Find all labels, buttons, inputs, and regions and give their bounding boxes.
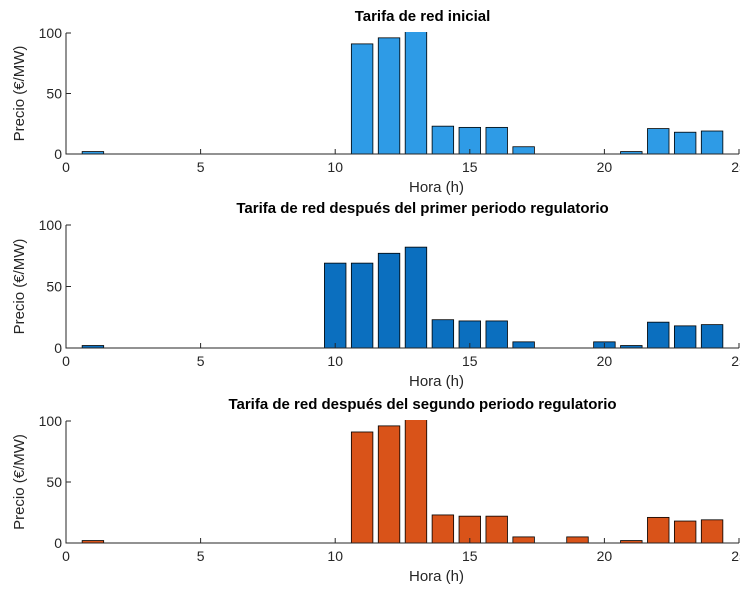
bar-group (81, 420, 724, 543)
bar-hour-14 (431, 319, 455, 348)
axes-lines (65, 33, 739, 155)
x-tick-label: 10 (327, 548, 343, 564)
bar-hour-23 (673, 131, 697, 154)
bar-hour-13 (404, 420, 428, 543)
y-tick-label: 100 (39, 25, 63, 41)
x-tick-label: 25 (731, 159, 740, 175)
x-tick-label: 5 (197, 353, 205, 369)
chart-panel-1: 0 5 10 15 20 25 0 50 100 Tarifa de red inicial Hor… (11, 8, 740, 196)
bar-hour-22 (647, 128, 670, 154)
x-axis-label: Hora (h) (409, 568, 464, 585)
bar-hour-22 (647, 321, 670, 348)
bar-hour-16 (485, 320, 508, 348)
bar-hour-17 (512, 536, 535, 543)
chart-title: Tarifa de red después del primer periodo… (236, 200, 608, 217)
chart-title: Tarifa de red inicial (355, 8, 491, 25)
bar-hour-14 (431, 125, 455, 154)
y-tick-label: 50 (46, 279, 62, 295)
x-tick-label: 0 (62, 353, 70, 369)
x-axis-label: Hora (h) (409, 179, 464, 196)
bar-hour-23 (673, 325, 697, 348)
bar-hour-11 (350, 262, 374, 348)
bar-hour-22 (647, 516, 670, 543)
bar-hour-16 (485, 515, 508, 543)
y-axis-label: Precio (€/MW) (11, 239, 28, 335)
bar-hour-21 (620, 151, 643, 154)
y-tick-label: 0 (54, 340, 62, 356)
bar-hour-12 (377, 37, 401, 154)
bar-hour-23 (673, 520, 697, 543)
bar-hour-24 (700, 130, 724, 154)
x-tick-label: 15 (462, 548, 478, 564)
x-tick-label: 20 (597, 548, 613, 564)
x-tick-label: 15 (462, 159, 478, 175)
x-tick-label: 20 (597, 353, 613, 369)
x-tick-label: 10 (327, 159, 343, 175)
x-tick-label: 0 (62, 548, 70, 564)
y-axis-label: Precio (€/MW) (11, 434, 28, 530)
bar-hour-12 (377, 252, 401, 348)
y-axis-label: Precio (€/MW) (11, 46, 28, 142)
x-tick-label: 25 (731, 548, 740, 564)
bar-hour-21 (620, 345, 643, 348)
x-axis-label: Hora (h) (409, 373, 464, 390)
bar-hour-19 (566, 536, 589, 543)
y-tick-label: 0 (54, 146, 62, 162)
x-tick-label: 10 (327, 353, 343, 369)
bar-hour-24 (700, 519, 724, 543)
bar-group (81, 246, 724, 348)
chart-title: Tarifa de red después del segundo period… (228, 396, 616, 413)
axes-lines (65, 225, 739, 349)
x-tick-label: 5 (197, 159, 205, 175)
chart-panel-3: 0 5 10 15 20 25 0 50 100 Tarifa de red después de… (11, 396, 740, 585)
bar-hour-24 (700, 324, 724, 348)
bar-hour-15 (458, 320, 481, 348)
bar-hour-11 (350, 431, 374, 543)
y-tick-label: 50 (46, 86, 62, 102)
y-tick-label: 100 (39, 413, 63, 429)
bar-hour-14 (431, 514, 455, 543)
x-tick-label: 25 (731, 353, 740, 369)
y-tick-label: 0 (54, 535, 62, 551)
chart-panel-2: 0 5 10 15 20 25 0 50 100 Tarifa de red después de… (11, 200, 740, 390)
x-tick-label: 5 (197, 548, 205, 564)
bar-hour-10 (324, 262, 347, 348)
x-tick-label: 15 (462, 353, 478, 369)
bar-hour-1 (81, 151, 105, 154)
bar-hour-17 (512, 146, 535, 154)
x-tick-label: 20 (597, 159, 613, 175)
bar-hour-17 (512, 341, 535, 348)
bar-hour-12 (377, 425, 401, 543)
bar-hour-1 (81, 345, 105, 348)
x-tick-label: 0 (62, 159, 70, 175)
bar-hour-13 (404, 32, 428, 154)
bar-hour-11 (350, 43, 374, 154)
y-tick-label: 100 (39, 217, 63, 233)
bar-hour-16 (485, 126, 508, 154)
bar-hour-13 (404, 246, 428, 348)
bar-group (81, 32, 724, 154)
y-tick-label: 50 (46, 474, 62, 490)
axes-lines (65, 421, 739, 544)
